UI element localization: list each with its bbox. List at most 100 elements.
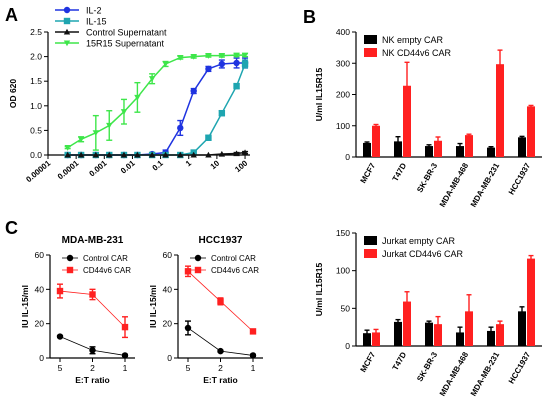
x-tick-label-a: 100 bbox=[233, 158, 249, 174]
data-point-c-right bbox=[249, 352, 257, 359]
data-point-c-left bbox=[56, 287, 64, 295]
x-tick-label-c-right: 2 bbox=[218, 363, 223, 373]
y-tick-label-b-top: 400 bbox=[336, 27, 350, 37]
legend-label-a: IL-2 bbox=[86, 6, 102, 16]
series-line-a bbox=[67, 54, 246, 149]
legend-swatch-b-bottom bbox=[364, 249, 377, 258]
x-tick-label-c-left: 1 bbox=[123, 363, 128, 373]
y-axis-label-b-bottom: U/ml IL15R15 bbox=[314, 263, 324, 317]
bar-b-top bbox=[363, 142, 371, 157]
bar-b-top bbox=[518, 137, 526, 157]
y-tick-label-c-right: 20 bbox=[163, 319, 173, 329]
x-tick-label-a: 10 bbox=[209, 158, 222, 171]
data-point-c-right bbox=[217, 298, 224, 305]
legend-label-c-right: Control CAR bbox=[211, 254, 256, 263]
data-point-c-right bbox=[217, 347, 224, 355]
x-tick-label-b-bottom: MDA-MB-468 bbox=[438, 350, 471, 398]
x-tick-label-c-left: 2 bbox=[90, 363, 95, 373]
data-point-c-right bbox=[184, 268, 192, 275]
x-tick-label-b-top: MCF7 bbox=[359, 161, 378, 185]
bar-b-bottom bbox=[434, 324, 442, 346]
x-tick-label-a: 0.00001 bbox=[24, 158, 52, 184]
y-tick-label-a: 2.5 bbox=[30, 27, 42, 37]
legend-label-c-left: CD44v6 CAR bbox=[83, 266, 131, 275]
x-tick-label-b-bottom: SK-BR-3 bbox=[415, 350, 439, 383]
data-point-a bbox=[190, 54, 197, 60]
legend-swatch-b-top bbox=[364, 35, 377, 44]
data-point-c-right bbox=[249, 328, 257, 335]
y-axis-label-b-top: U/ml IL15R15 bbox=[314, 68, 324, 122]
data-point-a bbox=[241, 60, 249, 68]
bar-b-bottom bbox=[518, 311, 526, 346]
bar-b-bottom bbox=[527, 258, 535, 346]
y-tick-label-b-bottom: 0 bbox=[345, 341, 350, 351]
data-point-a bbox=[148, 76, 156, 82]
bar-b-top bbox=[487, 147, 495, 157]
x-tick-label-b-top: SK-BR-3 bbox=[415, 161, 439, 194]
y-tick-label-c-left: 60 bbox=[35, 250, 45, 260]
x-tick-label-c-right: 1 bbox=[251, 363, 256, 373]
data-point-a bbox=[205, 134, 212, 141]
data-point-a bbox=[218, 53, 226, 59]
data-point-a bbox=[77, 136, 85, 143]
x-tick-label-b-bottom: MDA-MB-231 bbox=[469, 350, 502, 398]
chart-c-left: 0 20 40 60 5 2 1 MDA-MB-231 E:T ratio IU IL-15/ml… bbox=[20, 235, 135, 385]
data-point-a bbox=[162, 151, 169, 158]
y-tick-label-c-left: 20 bbox=[35, 319, 45, 329]
data-point-a bbox=[233, 52, 240, 59]
y-tick-label-c-right: 60 bbox=[163, 250, 173, 260]
bar-b-bottom bbox=[496, 324, 504, 346]
legend-label-b-top: NK CD44v6 CAR bbox=[382, 48, 452, 58]
data-point-a bbox=[64, 145, 71, 151]
x-tick-label-a: 0.1 bbox=[151, 158, 166, 172]
y-tick-label-b-top: 100 bbox=[336, 121, 350, 131]
series-line-a bbox=[67, 151, 246, 156]
x-axis-label-c-right: E:T ratio bbox=[203, 375, 237, 385]
y-tick-label-b-top: 300 bbox=[336, 58, 350, 68]
data-point-a bbox=[134, 94, 141, 101]
legend-swatch-b-top bbox=[364, 48, 377, 57]
panel-label-a: A bbox=[5, 5, 18, 25]
bar-b-top bbox=[372, 125, 380, 157]
bar-b-top bbox=[465, 135, 473, 157]
data-point-a bbox=[120, 109, 128, 115]
y-tick-label-a: 1.0 bbox=[30, 101, 42, 111]
data-point-a bbox=[205, 151, 212, 158]
data-point-a bbox=[218, 150, 226, 157]
x-tick-label-b-bottom: HCC1937 bbox=[507, 350, 533, 385]
series-line-a bbox=[67, 62, 246, 156]
bar-b-top bbox=[496, 64, 504, 157]
panel-label-c: C bbox=[5, 218, 18, 238]
bar-b-top bbox=[456, 146, 464, 157]
y-axis-label-c-right: IU IL-15/ml bbox=[148, 285, 158, 328]
data-point-a bbox=[233, 82, 240, 90]
bar-b-top bbox=[425, 146, 433, 157]
data-point-a bbox=[106, 151, 113, 158]
bar-b-bottom bbox=[425, 322, 433, 346]
legend-label-c-right: CD44v6 CAR bbox=[211, 266, 259, 275]
chart-a: 0.0 0.5 1.0 1.5 2.0 2.5 0.00001 0.0001 0.001 0.01… bbox=[8, 6, 250, 184]
bar-b-bottom bbox=[372, 332, 380, 346]
y-tick-label-c-right: 0 bbox=[167, 353, 172, 363]
data-point-a bbox=[92, 130, 100, 137]
x-tick-label-b-top: MDA-MB-231 bbox=[469, 161, 502, 209]
data-point-a bbox=[64, 151, 71, 158]
legend-label-b-top: NK empty CAR bbox=[382, 35, 444, 45]
data-point-a bbox=[190, 151, 197, 158]
y-tick-label-c-right: 40 bbox=[163, 284, 173, 294]
y-tick-label-a: 0.5 bbox=[30, 125, 42, 135]
data-point-c-left bbox=[121, 323, 129, 331]
x-tick-label-a: 0.001 bbox=[87, 158, 109, 178]
bar-b-bottom bbox=[487, 330, 495, 346]
x-tick-label-b-top: T47D bbox=[391, 161, 409, 183]
panel-label-b: B bbox=[303, 7, 316, 27]
x-tick-label-a: 0.0001 bbox=[56, 158, 81, 181]
data-point-a bbox=[134, 151, 141, 158]
data-point-a bbox=[241, 52, 249, 59]
bar-b-top bbox=[403, 85, 411, 157]
legend-marker-c-right bbox=[194, 266, 202, 274]
data-point-a bbox=[205, 65, 212, 73]
y-tick-label-b-bottom: 50 bbox=[341, 303, 351, 313]
legend-marker-c-left bbox=[66, 266, 74, 274]
